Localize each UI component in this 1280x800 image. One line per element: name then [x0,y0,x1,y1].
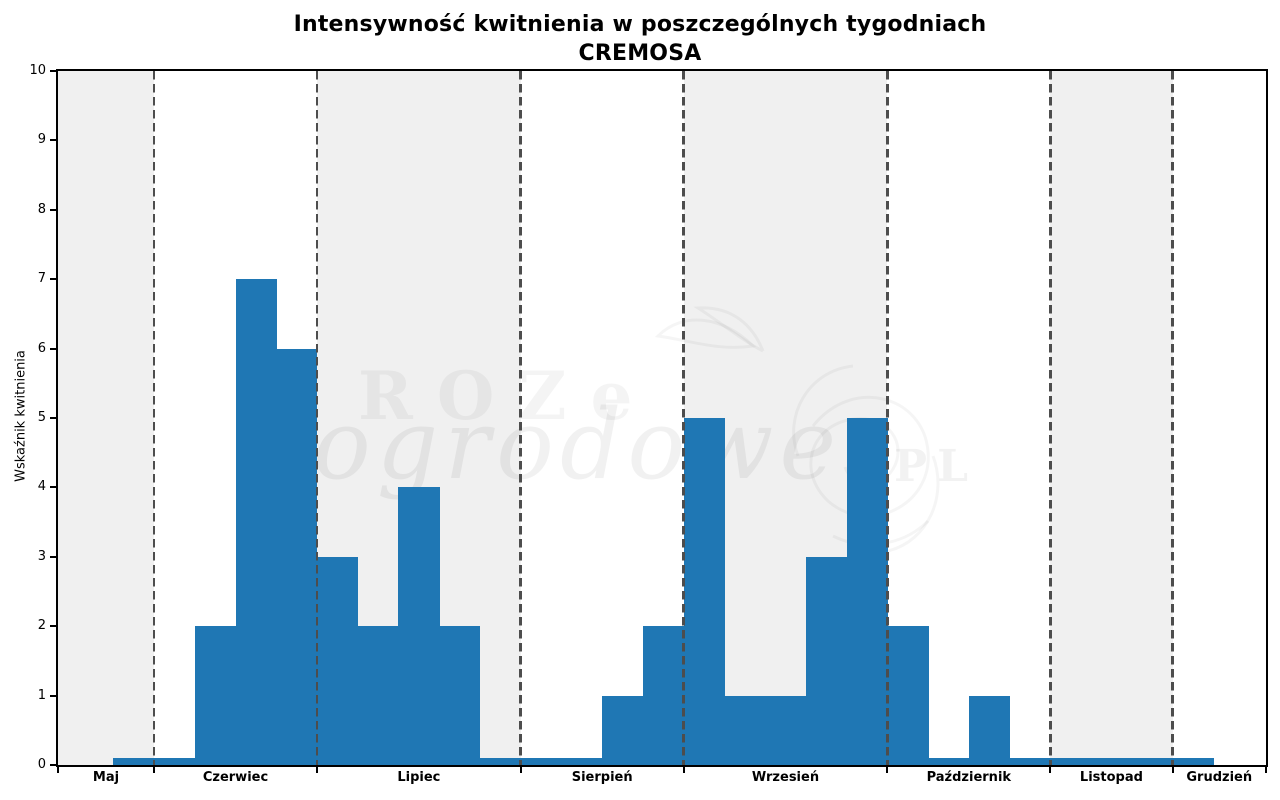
y-tick-label-2: 2 [37,618,46,634]
chart-title-line2: CREMOSA [578,41,702,66]
watermark-roze-text: ROZe [358,357,657,435]
bar-week-9 [439,626,481,765]
bar-week-22 [968,695,1011,765]
y-tick-7 [50,278,56,281]
bar-week-19 [846,418,888,765]
bar-week-7 [357,626,399,765]
plot-area: ROZe ogrodowe PL [56,69,1268,767]
month-label-lipiec: Lipiec [397,770,441,785]
bar-week-1 [113,758,155,765]
bar-week-18 [805,556,848,765]
month-band-maj [58,71,155,765]
month-band-listopad [1050,71,1173,765]
bar-week-12 [561,758,603,765]
x-tick-3 [519,767,522,773]
x-tick-8 [1265,767,1267,773]
bar-week-20 [887,626,929,765]
bar-week-23 [1009,758,1051,765]
bar-week-26 [1131,758,1174,765]
month-label-wrzesień: Wrzesień [751,770,820,785]
watermark: ROZe ogrodowe PL [58,71,1266,765]
y-tick-label-6: 6 [37,340,46,356]
y-tick-10 [50,70,56,72]
month-label-listopad: Listopad [1079,770,1143,785]
y-tick-8 [50,208,56,211]
bar-week-10 [479,758,522,765]
bar-week-2 [154,758,196,765]
x-tick-2 [316,767,318,773]
bar-week-17 [765,695,807,765]
bar-week-5 [276,348,318,765]
watermark-ogrodowe-text: ogrodowe [313,389,843,501]
y-tick-6 [50,347,56,350]
bar-week-14 [642,626,685,765]
y-tick-label-9: 9 [37,132,46,148]
bar-week-25 [1091,758,1133,765]
month-boundary-line-1 [152,71,156,765]
x-tick-4 [682,767,685,773]
y-tick-label-10: 10 [29,63,46,78]
plot-inner: ROZe ogrodowe PL [58,71,1266,765]
x-tick-0 [57,767,59,773]
bar-week-3 [194,626,236,765]
y-tick-1 [50,694,56,697]
x-tick-1 [153,767,156,773]
bar-week-27 [1172,758,1214,765]
y-tick-3 [50,555,56,558]
month-label-czerwiec: Czerwiec [202,770,269,785]
bar-week-16 [724,695,766,765]
y-tick-label-3: 3 [37,548,46,564]
y-tick-4 [50,486,56,489]
watermark-pl-text: PL [894,441,979,492]
y-tick-label-5: 5 [37,410,46,425]
y-tick-label-0: 0 [37,757,46,772]
bar-week-8 [398,487,440,765]
chart-title: Intensywność kwitnienia w poszczególnych… [0,10,1280,68]
x-tick-7 [1171,767,1174,773]
month-label-maj: Maj [92,770,120,785]
y-tick-2 [50,625,56,628]
y-tick-0 [50,764,56,766]
month-boundary-line-5 [886,71,889,765]
month-boundary-line-7 [1171,71,1174,765]
x-tick-6 [1049,767,1052,773]
month-boundary-line-4 [682,71,685,765]
y-tick-label-8: 8 [37,201,46,217]
month-label-grudzień: Grudzień [1186,770,1253,785]
chart-title-line1: Intensywność kwitnienia w poszczególnych… [293,12,987,37]
bar-week-24 [1050,758,1092,765]
month-label-październik: Październik [926,770,1012,785]
x-tick-5 [886,767,889,773]
y-tick-5 [50,417,56,419]
bar-week-21 [928,758,970,765]
bar-week-4 [235,279,277,765]
month-boundary-line-6 [1049,71,1052,765]
bar-week-6 [317,556,359,765]
y-tick-label-1: 1 [37,687,46,703]
y-tick-9 [50,139,56,142]
y-tick-label-4: 4 [37,479,46,495]
bar-week-15 [683,418,725,765]
month-label-sierpień: Sierpień [571,770,633,785]
y-tick-label-7: 7 [37,271,46,287]
month-boundary-line-2 [315,71,319,765]
month-boundary-line-3 [519,71,522,765]
bar-week-11 [520,758,562,765]
bar-week-13 [602,695,644,765]
